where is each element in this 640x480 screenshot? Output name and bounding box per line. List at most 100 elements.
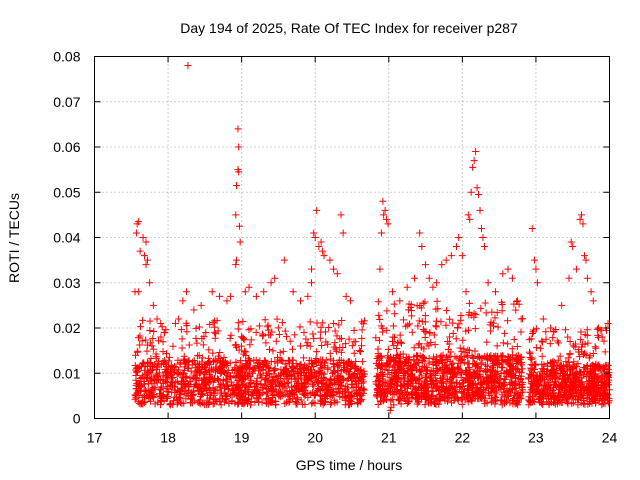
data-point xyxy=(373,385,381,393)
data-point xyxy=(186,399,194,407)
data-point xyxy=(214,352,222,360)
data-point xyxy=(462,288,470,296)
data-point xyxy=(580,252,588,260)
data-point xyxy=(568,378,576,386)
data-point xyxy=(227,331,235,339)
data-point xyxy=(381,395,389,403)
data-point xyxy=(146,397,154,405)
data-point xyxy=(517,353,525,361)
data-point xyxy=(216,359,224,367)
data-point xyxy=(311,358,319,366)
data-point xyxy=(528,224,536,232)
data-point xyxy=(444,346,452,354)
data-point xyxy=(576,379,584,387)
data-point xyxy=(285,398,293,406)
data-point xyxy=(446,315,454,323)
data-point xyxy=(345,335,353,343)
data-point xyxy=(498,301,506,309)
data-point xyxy=(561,326,569,334)
data-point xyxy=(517,328,525,336)
data-point xyxy=(479,234,487,241)
data-point xyxy=(604,319,612,327)
data-point xyxy=(139,399,147,407)
data-point xyxy=(580,387,588,395)
data-point xyxy=(185,380,193,388)
data-point xyxy=(340,358,348,366)
data-point xyxy=(339,229,347,237)
data-point xyxy=(348,342,356,350)
data-point xyxy=(216,397,224,405)
x-tick-label: 17 xyxy=(87,430,103,446)
data-point xyxy=(421,312,429,320)
y-tick-label: 0.07 xyxy=(53,94,80,110)
data-point xyxy=(257,391,265,399)
data-point xyxy=(467,188,475,196)
data-point xyxy=(408,328,416,336)
data-point xyxy=(557,361,565,369)
data-point xyxy=(570,358,578,366)
data-point xyxy=(399,350,407,358)
data-point xyxy=(132,351,140,359)
data-point xyxy=(275,330,283,338)
data-point xyxy=(389,322,397,330)
data-point xyxy=(499,352,507,360)
data-point xyxy=(601,380,609,388)
data-point xyxy=(417,343,425,351)
data-point xyxy=(304,389,312,397)
data-point xyxy=(207,389,215,397)
data-point xyxy=(527,364,535,372)
data-point xyxy=(230,386,238,394)
data-point xyxy=(332,388,340,396)
data-point xyxy=(309,363,317,371)
data-point xyxy=(183,328,191,336)
data-point xyxy=(167,361,175,369)
data-point xyxy=(337,211,345,219)
y-tick-label: 0.04 xyxy=(53,230,80,246)
data-point xyxy=(579,340,587,348)
data-point xyxy=(234,125,242,133)
data-point xyxy=(462,393,470,401)
data-point xyxy=(407,303,415,311)
data-point xyxy=(208,288,216,296)
data-point xyxy=(472,311,480,319)
data-point xyxy=(178,387,186,395)
data-point xyxy=(434,386,442,394)
data-point xyxy=(573,395,581,403)
data-point xyxy=(305,356,313,364)
data-point xyxy=(149,393,157,401)
data-point xyxy=(346,373,354,381)
data-point xyxy=(237,357,245,365)
data-point xyxy=(192,334,200,342)
data-point xyxy=(498,307,506,315)
data-point xyxy=(601,400,609,408)
data-point xyxy=(587,288,595,296)
data-point xyxy=(309,330,317,338)
data-point xyxy=(390,300,398,308)
data-point xyxy=(388,376,396,384)
data-point xyxy=(152,350,160,358)
data-point xyxy=(594,382,602,390)
data-point xyxy=(383,361,391,369)
scatter-points xyxy=(131,62,613,414)
data-point xyxy=(135,288,143,296)
data-point xyxy=(529,392,537,400)
data-point xyxy=(569,399,577,407)
data-point xyxy=(211,368,219,376)
data-point xyxy=(158,383,166,391)
data-point xyxy=(514,401,522,409)
data-point xyxy=(342,292,350,300)
data-point xyxy=(143,374,151,382)
data-point xyxy=(178,374,186,382)
data-point xyxy=(472,148,480,156)
data-point xyxy=(314,378,322,386)
data-point xyxy=(150,376,158,384)
data-point xyxy=(279,366,287,374)
data-point xyxy=(461,396,469,404)
data-point xyxy=(429,367,437,375)
data-point xyxy=(242,382,250,390)
data-point xyxy=(375,336,383,344)
data-point xyxy=(255,322,263,330)
data-point xyxy=(529,330,537,338)
data-point xyxy=(309,388,317,396)
data-point xyxy=(396,389,404,397)
